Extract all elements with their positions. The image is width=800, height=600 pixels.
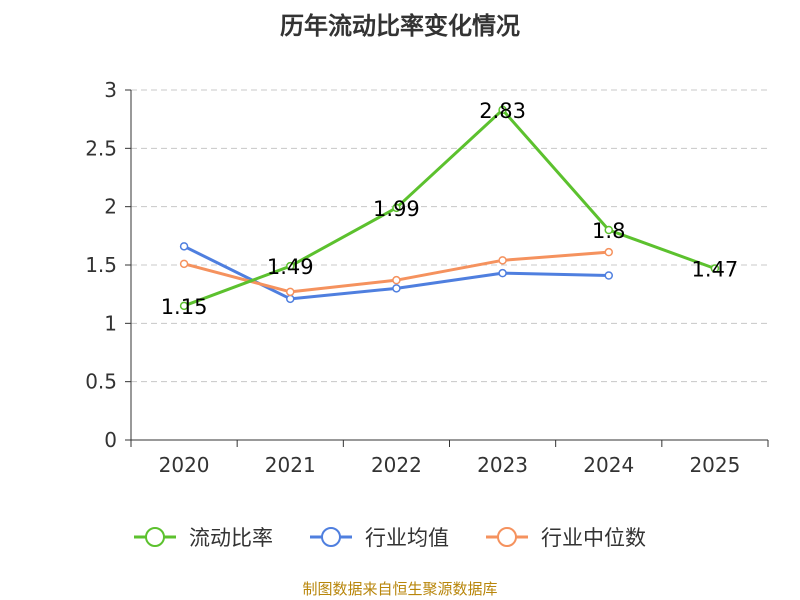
data-labels: 1.15 1.49 1.99 2.83 1.8 1.47 xyxy=(161,99,739,319)
data-point xyxy=(392,203,401,213)
y-tick-label: 2 xyxy=(104,195,117,219)
chart-title: 历年流动比率变化情况 xyxy=(280,12,520,40)
source-footnote: 制图数据来自恒生聚源数据库 xyxy=(302,580,498,598)
y-tick-label: 0.5 xyxy=(85,370,117,394)
legend-item[interactable]: 行业中位数 xyxy=(486,526,646,550)
x-tick-label: 2020 xyxy=(159,453,210,477)
y-tick-label: 0 xyxy=(104,428,117,452)
series-line xyxy=(183,108,716,308)
data-point xyxy=(179,259,189,269)
x-tick-label: 2021 xyxy=(265,453,316,477)
data-point xyxy=(286,294,295,304)
data-label: 1.8 xyxy=(592,219,625,243)
data-point xyxy=(392,284,401,293)
data-point xyxy=(710,264,720,273)
data-point xyxy=(498,268,507,278)
legend-item[interactable]: 流动比率 xyxy=(134,526,273,550)
data-point xyxy=(604,225,613,235)
x-tick-label: 2022 xyxy=(371,453,422,477)
series-lines xyxy=(179,105,720,311)
y-tick-label: 1 xyxy=(104,311,117,335)
legend-label: 行业均值 xyxy=(365,526,449,550)
data-point xyxy=(392,275,401,285)
legend[interactable]: 流动比率 行业均值 行业中位数 xyxy=(134,526,646,550)
data-point xyxy=(286,287,295,297)
data-label: 2.83 xyxy=(479,99,526,123)
legend-marker-icon xyxy=(145,527,165,547)
data-point xyxy=(179,242,189,251)
data-point xyxy=(179,301,189,311)
data-label: 1.49 xyxy=(267,255,314,279)
legend-marker-icon xyxy=(497,527,517,547)
x-tick-label: 2023 xyxy=(477,453,528,477)
y-tick-label: 1.5 xyxy=(85,253,117,277)
data-point xyxy=(604,247,613,257)
x-tick-label: 2025 xyxy=(689,453,740,477)
y-tick-label: 2.5 xyxy=(85,136,117,160)
data-point xyxy=(498,105,507,115)
gridlines xyxy=(131,89,768,383)
data-label: 1.15 xyxy=(161,295,208,319)
data-point xyxy=(286,261,295,271)
data-label: 1.47 xyxy=(692,258,739,282)
legend-item[interactable]: 行业均值 xyxy=(310,526,449,550)
y-tick-label: 3 xyxy=(104,78,117,102)
legend-label: 流动比率 xyxy=(189,526,273,550)
data-point xyxy=(604,271,613,280)
data-label: 1.99 xyxy=(373,197,420,221)
legend-marker-icon xyxy=(321,527,341,547)
axes: 0 0.5 1 1.5 2 2.5 3 2020 2021 2022 2023 2024 2025 xyxy=(85,78,769,477)
legend-label: 行业中位数 xyxy=(541,526,646,550)
x-tick-label: 2024 xyxy=(583,453,634,477)
data-point xyxy=(498,256,507,265)
